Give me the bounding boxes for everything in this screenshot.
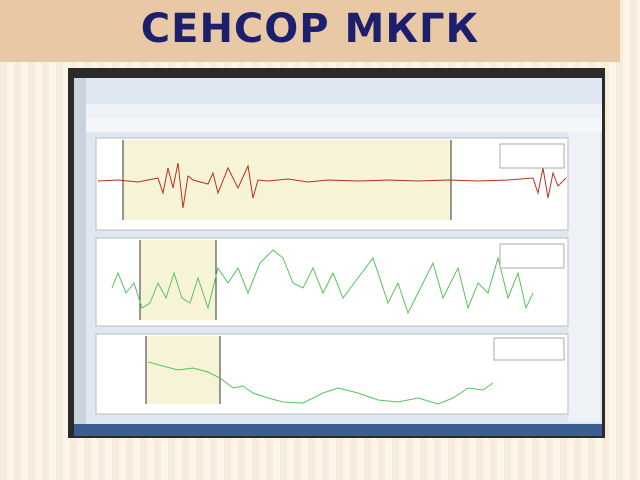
toolbar xyxy=(86,118,602,132)
signal-trace xyxy=(147,361,494,405)
title-banner: СЕНСОР МКГК xyxy=(0,0,620,62)
side-panel xyxy=(568,132,600,422)
signal-trace xyxy=(97,162,567,209)
info-box xyxy=(493,337,565,361)
signal-trace xyxy=(111,249,534,315)
selection-region xyxy=(146,336,220,404)
screen-photo xyxy=(68,68,605,438)
desktop-icons xyxy=(74,78,86,436)
selection-region xyxy=(140,240,216,320)
info-box xyxy=(499,243,565,269)
info-box xyxy=(499,143,565,169)
taskbar xyxy=(74,424,602,436)
menu-bar xyxy=(86,104,602,118)
slide-title: СЕНСОР МКГК xyxy=(140,6,480,52)
